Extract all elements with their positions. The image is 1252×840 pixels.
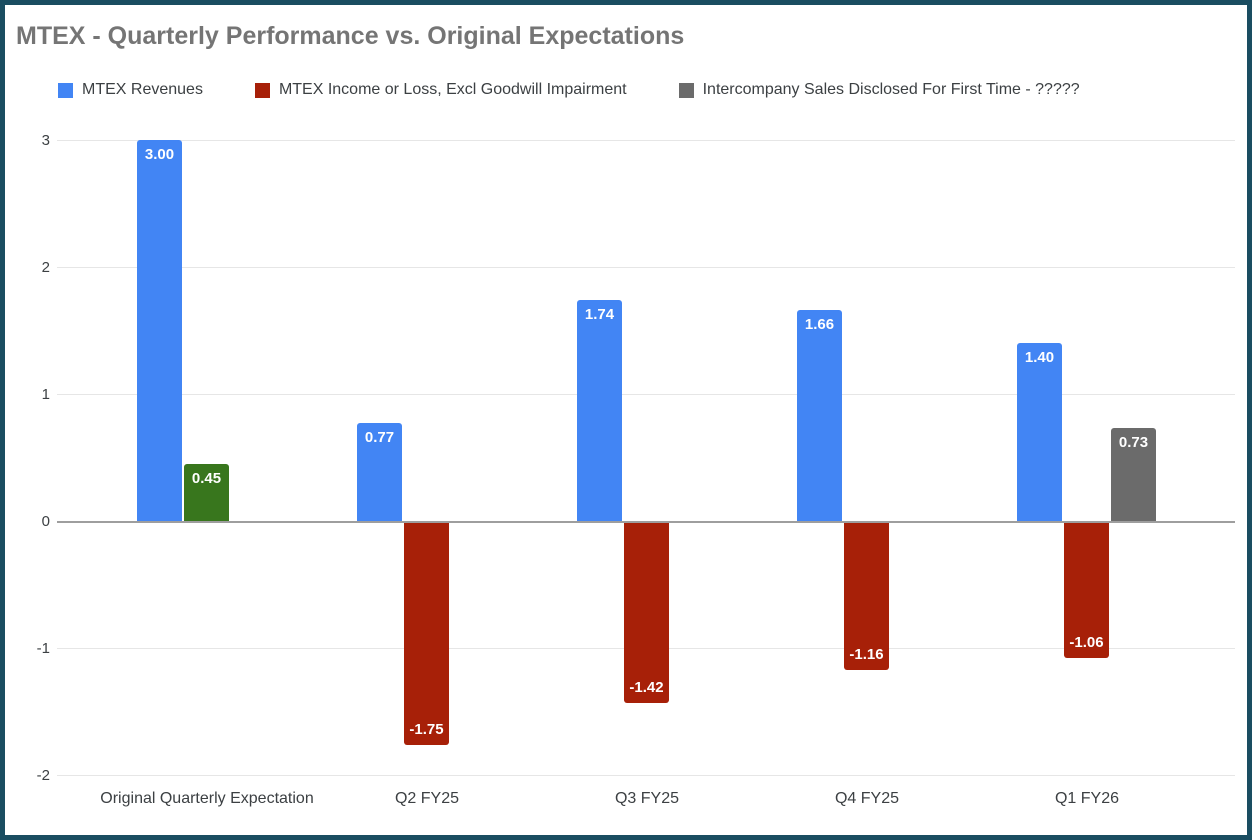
bar-series2-cat4: [1111, 428, 1156, 521]
legend-label: Intercompany Sales Disclosed For First T…: [702, 81, 1080, 98]
legend-swatch-icon: [58, 82, 73, 98]
gridline-3: [57, 140, 1235, 141]
y-tick-label--2: -2: [36, 767, 50, 784]
y-tick-label-0: 0: [41, 513, 50, 530]
bar-value-label: 1.40: [1024, 349, 1055, 366]
gridline-2: [57, 267, 1235, 268]
bar-value-label: 0.45: [191, 470, 222, 487]
bar-value-label: -1.06: [1069, 634, 1104, 651]
x-category-label-3: Q4 FY25: [834, 790, 900, 807]
bar-series1-cat3: [844, 523, 889, 670]
bar-series0-cat1: [357, 423, 402, 521]
legend-label: MTEX Income or Loss, Excl Goodwill Impai…: [278, 81, 627, 98]
legend-label: MTEX Revenues: [82, 81, 203, 98]
bar-series1-cat4: [1064, 523, 1109, 658]
bar-series0-cat0: [137, 140, 182, 521]
zero-baseline: [57, 521, 1235, 523]
bar-value-label: 1.74: [584, 306, 615, 323]
legend-item-2: Intercompany Sales Disclosed For First T…: [678, 81, 1080, 99]
gridline-1: [57, 394, 1235, 395]
legend: MTEX Revenues MTEX Income or Loss, Excl G…: [58, 81, 1080, 99]
bar-series1-cat2: [624, 523, 669, 703]
y-tick-label--1: -1: [36, 640, 50, 657]
gridline--2: [57, 775, 1235, 776]
legend-item-0: MTEX Revenues: [58, 81, 203, 99]
x-category-label-2: Q3 FY25: [614, 790, 680, 807]
bar-series0-cat3: [797, 310, 842, 521]
legend-swatch-icon: [678, 82, 694, 98]
bar-series0-cat2: [577, 300, 622, 521]
y-tick-label-3: 3: [41, 132, 50, 149]
bar-value-label: 0.73: [1118, 434, 1149, 451]
bar-value-label: -1.75: [409, 721, 444, 738]
legend-item-1: MTEX Income or Loss, Excl Goodwill Impai…: [254, 81, 627, 99]
bar-series0-cat4: [1017, 343, 1062, 521]
bar-value-label: 3.00: [144, 146, 175, 163]
y-tick-label-1: 1: [41, 386, 50, 403]
legend-swatch-icon: [254, 82, 270, 98]
chart-title: MTEX - Quarterly Performance vs. Origina…: [16, 22, 685, 50]
bar-value-label: 0.77: [364, 429, 395, 446]
x-category-label-4: Q1 FY26: [1054, 790, 1120, 807]
y-tick-label-2: 2: [41, 259, 50, 276]
bar-value-label: -1.42: [629, 679, 664, 696]
x-category-label-0: Original Quarterly Expectation: [100, 790, 314, 807]
bar-value-label: 1.66: [804, 316, 835, 333]
bar-series1-cat1: [404, 523, 449, 745]
bar-value-label: -1.16: [849, 646, 884, 663]
x-category-label-1: Q2 FY25: [394, 790, 460, 807]
bar-series1-cat0: [184, 464, 229, 521]
